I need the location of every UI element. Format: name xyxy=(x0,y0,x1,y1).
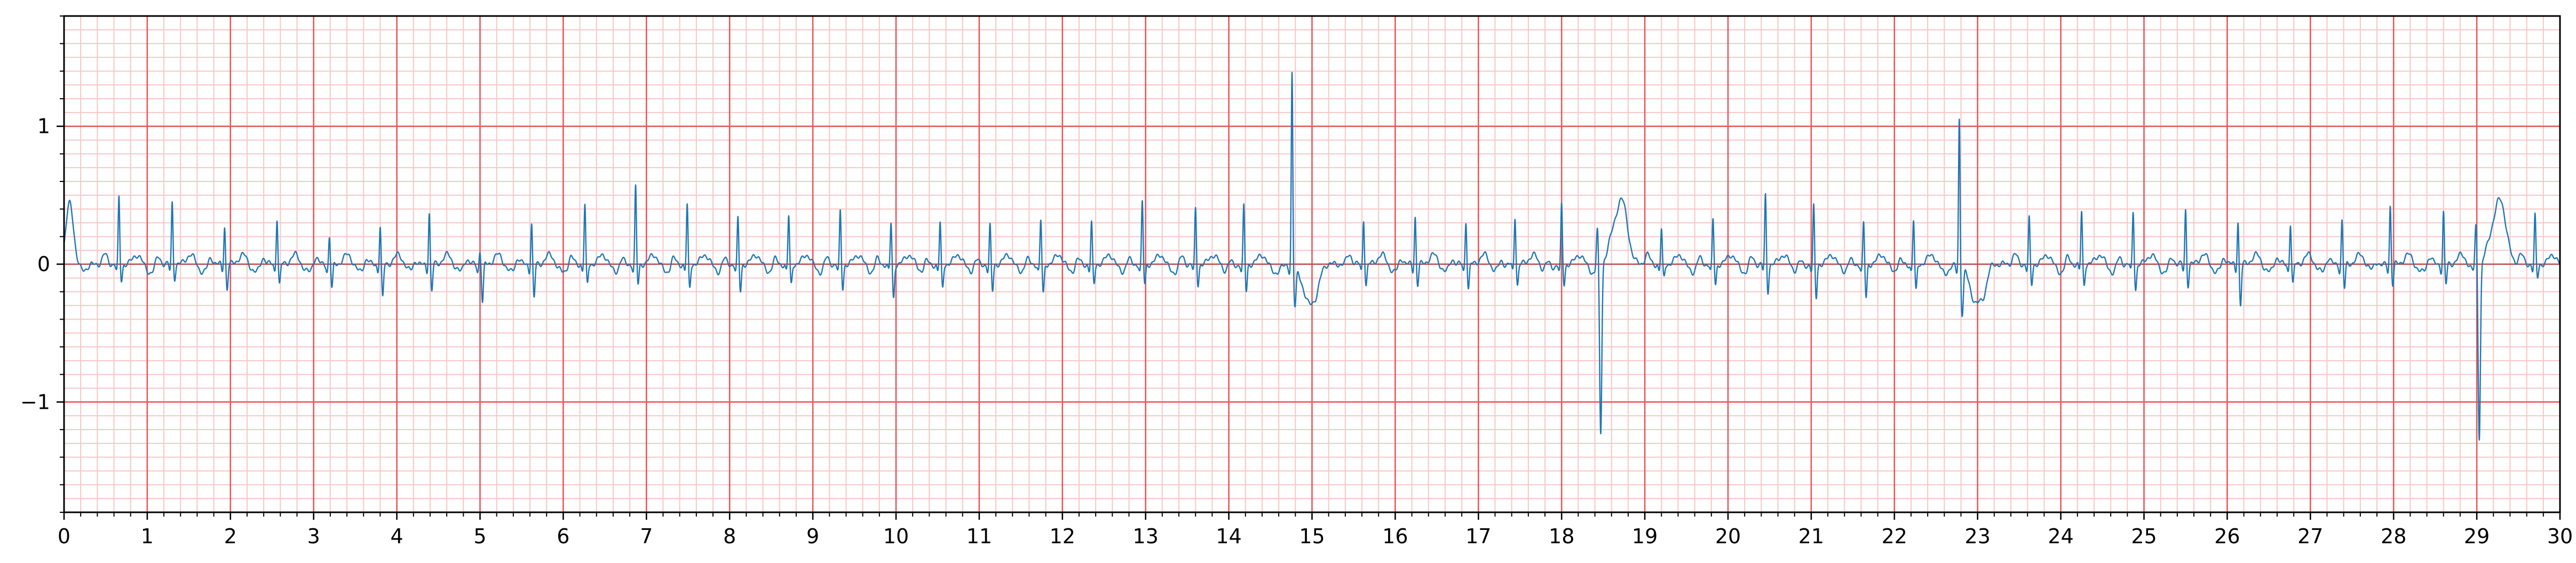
x-tick-label: 21 xyxy=(1798,525,1824,548)
axis-ticks xyxy=(57,15,2561,520)
x-tick-label: 10 xyxy=(883,525,909,548)
x-tick-label: 24 xyxy=(2048,525,2073,548)
x-tick-label: 18 xyxy=(1549,525,1574,548)
x-axis-tick-labels: 0 1 2 3 4 5 6 7 8 9 10 11 12 13 14 15 16 17 18 19 20 21 22 23 24… xyxy=(58,525,2573,548)
x-tick-label: 15 xyxy=(1299,525,1325,548)
x-tick-label: 22 xyxy=(1882,525,1907,548)
x-tick-label: 12 xyxy=(1050,525,1075,548)
x-tick-label: 7 xyxy=(640,525,653,548)
x-tick-label: 0 xyxy=(58,525,70,548)
x-tick-label: 13 xyxy=(1133,525,1159,548)
x-tick-label: 29 xyxy=(2464,525,2490,548)
x-tick-label: 6 xyxy=(557,525,569,548)
x-tick-label: 5 xyxy=(473,525,486,548)
y-axis-tick-labels: −1 0 1 xyxy=(20,115,50,414)
y-tick-label: 0 xyxy=(37,252,50,276)
x-tick-label: 19 xyxy=(1632,525,1658,548)
x-tick-label: 26 xyxy=(2214,525,2240,548)
x-tick-label: 11 xyxy=(966,525,992,548)
signal-series xyxy=(63,72,2561,441)
ecg-signal-line xyxy=(63,72,2561,441)
x-tick-label: 4 xyxy=(391,525,403,548)
x-tick-label: 17 xyxy=(1465,525,1491,548)
x-tick-label: 27 xyxy=(2297,525,2323,548)
x-tick-label: 25 xyxy=(2131,525,2157,548)
x-tick-label: 3 xyxy=(307,525,320,548)
x-tick-label: 8 xyxy=(723,525,736,548)
y-tick-label: −1 xyxy=(20,390,50,414)
x-tick-label: 9 xyxy=(806,525,819,548)
x-tick-label: 14 xyxy=(1216,525,1241,548)
x-tick-label: 28 xyxy=(2381,525,2406,548)
y-tick-label: 1 xyxy=(37,115,50,138)
x-tick-label: 2 xyxy=(224,525,237,548)
x-tick-label: 20 xyxy=(1715,525,1741,548)
x-tick-label: 1 xyxy=(141,525,154,548)
x-tick-label: 30 xyxy=(2547,525,2573,548)
x-tick-label: 23 xyxy=(1965,525,1991,548)
x-tick-label: 16 xyxy=(1382,525,1408,548)
